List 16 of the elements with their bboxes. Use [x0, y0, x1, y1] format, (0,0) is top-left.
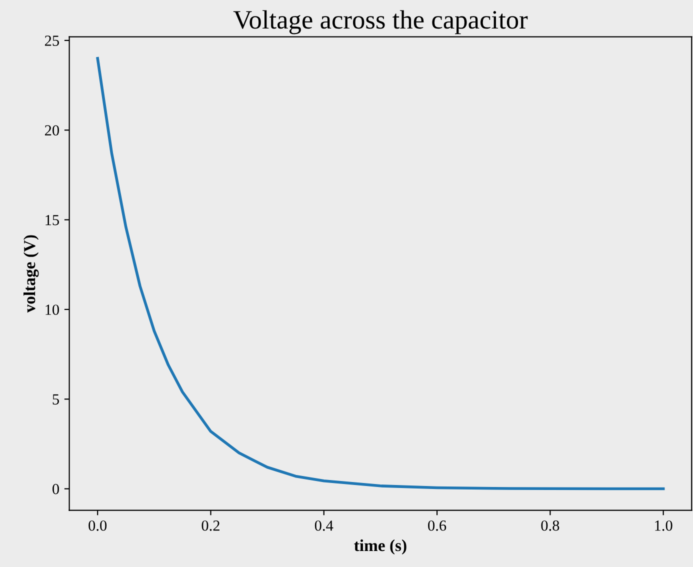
y-axis-title: voltage (V) — [24, 235, 39, 313]
line-series — [96, 56, 665, 490]
y-tick-label: 5 — [52, 394, 59, 405]
x-tick-label: 1.0 — [655, 520, 672, 531]
y-tick-label: 20 — [44, 125, 59, 136]
x-tick-label: 0.6 — [428, 520, 446, 531]
x-axis-title: time (s) — [354, 539, 406, 555]
x-tick-label: 0.8 — [541, 520, 560, 531]
x-tick-label: 0.2 — [202, 520, 220, 531]
x-tick-label: 0.0 — [88, 520, 107, 531]
chart-title: Voltage across the capacitor — [233, 10, 528, 34]
y-tick-label: 25 — [44, 36, 59, 46]
y-tick-label: 0 — [52, 484, 59, 494]
y-tick-label: 10 — [46, 304, 59, 315]
x-tick-label: 0.4 — [314, 520, 334, 531]
y-tick-label: 15 — [46, 214, 59, 226]
